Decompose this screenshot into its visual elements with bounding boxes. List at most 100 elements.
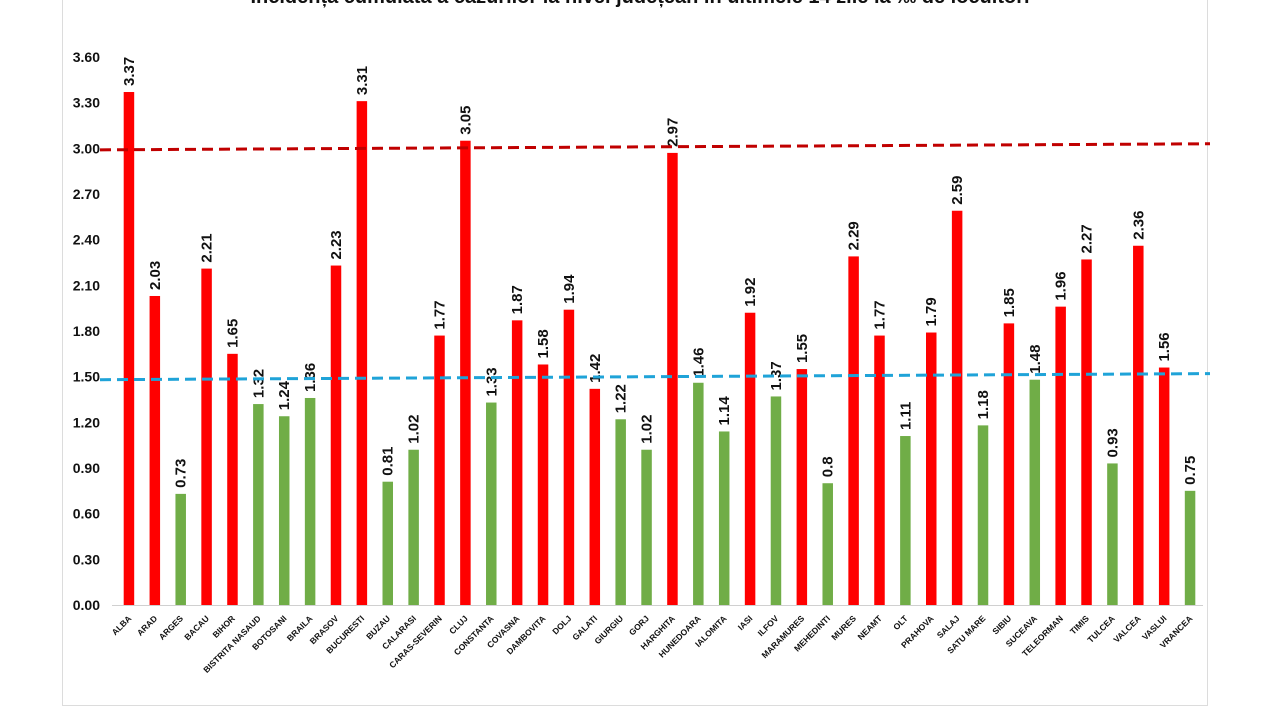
y-tick-label: 0.90 [73, 460, 100, 476]
bar-value-label: 2.21 [199, 233, 216, 262]
x-category-label: GIURGIU [592, 613, 625, 646]
bar-value-label: 1.56 [1156, 332, 1173, 361]
x-category-label: SIBIU [990, 613, 1013, 636]
chart-frame [62, 0, 1208, 706]
bar [874, 335, 885, 605]
bar [460, 140, 471, 605]
bar [667, 152, 678, 605]
bar-value-label: 1.24 [276, 380, 293, 410]
bar [356, 101, 368, 606]
bar-value-label: 1.77 [432, 300, 449, 329]
y-tick-label: 0.30 [73, 551, 100, 567]
bar-value-label: 1.94 [561, 274, 578, 304]
bar-value-label: 1.22 [613, 384, 630, 413]
bar [641, 449, 652, 605]
bar [563, 309, 575, 605]
bar-value-label: 3.37 [121, 57, 138, 86]
bar [977, 425, 989, 605]
bar-value-label: 1.46 [690, 348, 707, 377]
bar [1158, 367, 1170, 605]
x-category-label: ALBA [110, 613, 134, 637]
x-category-label: DOLJ [550, 613, 573, 636]
y-tick-label: 1.50 [73, 369, 100, 385]
bar-value-label: 1.55 [794, 334, 811, 363]
y-tick-label: 2.40 [73, 232, 100, 248]
y-tick-label: 2.70 [73, 186, 100, 202]
y-tick-label: 3.60 [73, 49, 100, 65]
bar-value-label: 1.65 [224, 319, 241, 348]
bar-value-label: 2.29 [846, 221, 863, 250]
bar [253, 404, 264, 605]
bar [486, 402, 497, 605]
x-category-label: ARAD [135, 613, 159, 637]
bar [693, 382, 704, 605]
x-category-label: CLUJ [447, 613, 470, 636]
bar [1107, 463, 1118, 605]
x-category-label: VALCEA [1111, 613, 1142, 644]
y-tick-label: 3.00 [73, 140, 100, 156]
bar [615, 419, 626, 605]
bar [278, 416, 290, 605]
bar [900, 436, 911, 605]
x-category-label: OLT [891, 613, 910, 632]
bar [382, 481, 393, 605]
bar-value-label: 1.02 [406, 415, 423, 444]
bar [1184, 490, 1196, 605]
y-tick-label: 0.00 [73, 597, 100, 613]
bar-value-label: 1.87 [509, 285, 526, 314]
bar-value-label: 1.58 [535, 329, 552, 358]
bar [408, 449, 419, 605]
bar [227, 353, 238, 605]
bar-value-label: 1.11 [897, 402, 914, 430]
bar [149, 295, 161, 605]
bar-value-label: 0.75 [1182, 456, 1199, 485]
bar-value-label: 1.77 [871, 300, 888, 329]
y-tick-label: 2.10 [73, 277, 100, 293]
x-category-label: TIMIS [1068, 613, 1091, 636]
bar-value-label: 0.8 [820, 456, 837, 477]
bar-value-label: 1.02 [639, 415, 656, 444]
x-category-label: NEAMT [855, 613, 884, 642]
bar-value-label: 1.85 [1001, 288, 1018, 317]
bar-value-label: 1.92 [742, 278, 759, 307]
x-category-label: TULCEA [1085, 613, 1116, 644]
chart-title: Incidența cumulată a cazurilor la nivel … [0, 0, 1280, 9]
bar-value-label: 1.96 [1053, 271, 1070, 300]
x-category-label: IASI [736, 613, 755, 632]
bar-value-label: 1.33 [483, 367, 500, 396]
bar-value-label: 0.81 [380, 446, 397, 475]
x-category-label: MURES [829, 613, 858, 642]
y-tick-label: 1.80 [73, 323, 100, 339]
threshold-1-5-line [99, 372, 1211, 382]
bar [926, 332, 937, 605]
bar [1133, 245, 1144, 605]
x-category-label: ARGES [157, 613, 186, 642]
bar-value-label: 2.03 [147, 261, 164, 290]
bar-value-label: 1.37 [768, 361, 785, 390]
bar [537, 364, 549, 605]
bar-value-label: 1.48 [1027, 345, 1044, 374]
bar-value-label: 2.27 [1079, 224, 1096, 253]
bar-value-label: 3.31 [354, 66, 371, 95]
bar [123, 92, 135, 605]
x-category-label: GORJ [627, 613, 651, 637]
bar-value-label: 2.59 [949, 176, 966, 205]
y-tick-label: 1.20 [73, 414, 100, 430]
x-category-label: BACAU [182, 613, 211, 642]
bar [175, 493, 186, 605]
bar-value-label: 2.36 [1130, 211, 1147, 240]
bar [1081, 259, 1092, 605]
y-tick-label: 3.30 [73, 95, 100, 111]
bar [511, 320, 523, 605]
bar-value-label: 1.32 [250, 369, 267, 398]
bar [796, 369, 808, 605]
bar-value-label: 2.23 [328, 230, 345, 259]
bar-value-label: 0.93 [1104, 428, 1121, 457]
bar [1055, 306, 1066, 605]
bar [304, 397, 316, 605]
bar [1029, 379, 1041, 605]
bar-value-label: 2.97 [664, 118, 681, 147]
threshold-3-line [99, 142, 1211, 152]
bar [822, 483, 833, 605]
